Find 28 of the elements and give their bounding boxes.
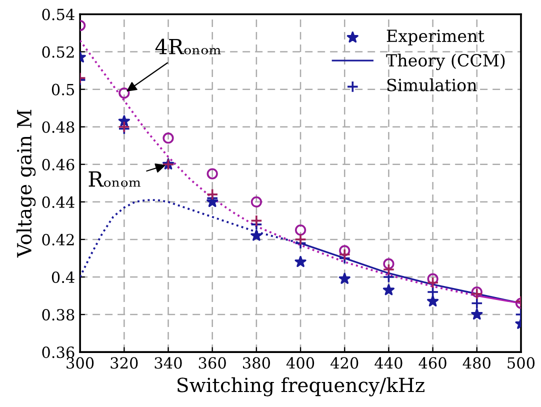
y-tick-label: 0.54 xyxy=(42,8,74,20)
x-tick-label: 500 xyxy=(508,357,535,369)
legend-label: Theory (CCM) xyxy=(386,54,505,70)
y-tick-label: 0.36 xyxy=(42,346,74,358)
y-tick-label: 0.42 xyxy=(42,234,74,246)
x-axis-title: Switching frequency/kHz xyxy=(178,377,424,396)
legend-label: Experiment xyxy=(386,30,484,46)
annotation: 4Rₒₙₒₘ xyxy=(155,38,221,54)
x-tick-label: 420 xyxy=(330,357,358,369)
x-tick-label: 380 xyxy=(243,357,270,369)
y-tick-label: 0.5 xyxy=(52,84,74,96)
y-tick-label: 0.38 xyxy=(42,308,74,321)
x-tick-label: 440 xyxy=(374,357,402,369)
y-tick-label: 0.46 xyxy=(42,158,74,170)
x-tick-label: 400 xyxy=(286,357,314,369)
x-tick-label: 340 xyxy=(154,357,182,369)
y-axis-title: Voltage gain M xyxy=(16,110,36,258)
y-tick-label: 0.52 xyxy=(42,46,74,58)
x-tick-label: 300 xyxy=(66,357,94,369)
x-tick-label: 460 xyxy=(418,357,446,369)
x-tick-label: 360 xyxy=(198,357,226,369)
x-tick-label: 320 xyxy=(110,357,138,369)
y-tick-label: 0.48 xyxy=(42,121,74,133)
y-tick-label: 0.4 xyxy=(52,271,74,284)
legend-label: Simulation xyxy=(387,78,477,92)
annotation: Rₒₙₒₘ xyxy=(88,171,141,187)
y-tick-label: 0.44 xyxy=(42,196,74,208)
x-tick-label: 480 xyxy=(462,357,490,369)
